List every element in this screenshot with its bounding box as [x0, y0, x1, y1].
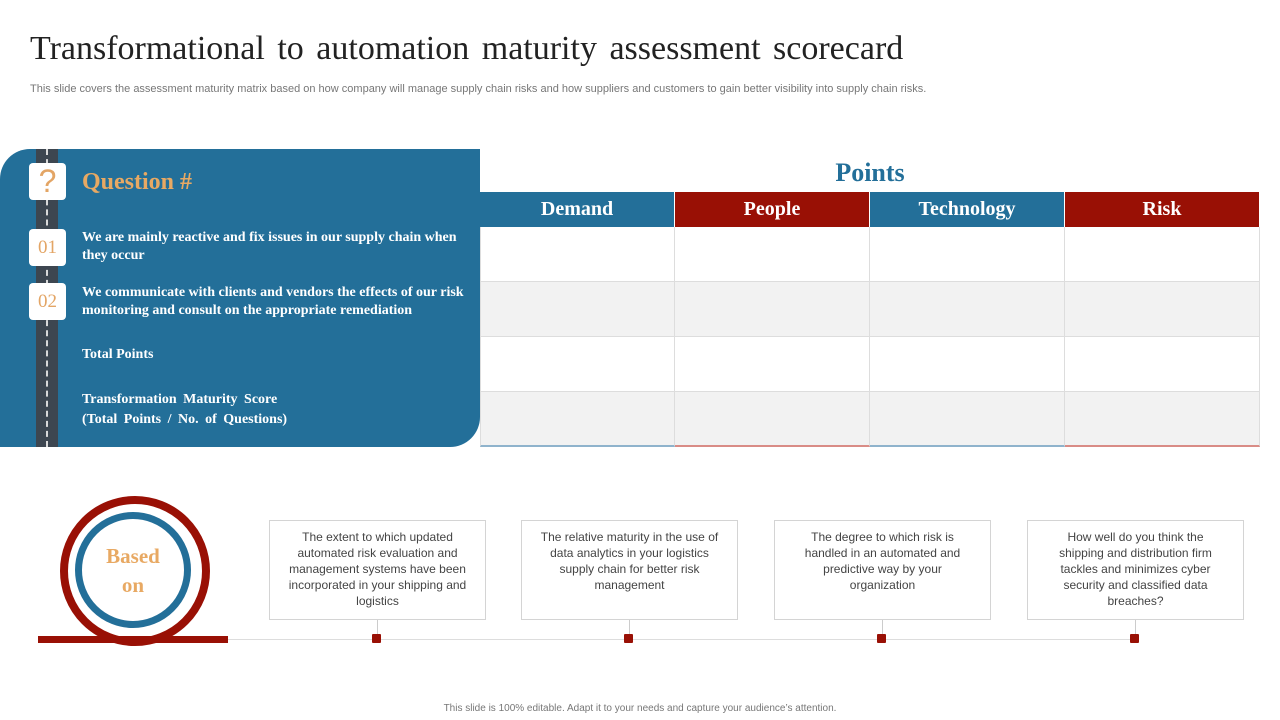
table-cell[interactable] [870, 282, 1065, 337]
based-on-label-line2: on [121, 573, 145, 597]
slide-subtitle: This slide covers the assessment maturit… [30, 83, 927, 95]
table-cell[interactable] [480, 337, 675, 392]
slide-footer: This slide is 100% editable. Adapt it to… [443, 703, 837, 714]
timeline-stem [882, 620, 883, 638]
points-table: Demand People Technology Risk [480, 192, 1260, 447]
table-cell[interactable] [480, 227, 675, 282]
timeline-marker [624, 634, 633, 643]
question-mark-icon: ? [29, 163, 66, 200]
timeline-marker [372, 634, 381, 643]
table-cell[interactable] [1065, 392, 1260, 447]
maturity-score-line1: Transformation Maturity Score [82, 392, 278, 407]
table-cell[interactable] [1065, 282, 1260, 337]
question-heading: Question # [82, 169, 193, 195]
timeline-stem [629, 620, 630, 638]
question-panel: ? 01 02 Question # We are mainly reactiv… [0, 149, 480, 447]
table-cell[interactable] [480, 282, 675, 337]
table-cell[interactable] [1065, 337, 1260, 392]
timeline-marker [1130, 634, 1139, 643]
column-header-technology: Technology [870, 192, 1065, 227]
question-number-02: 02 [29, 283, 66, 320]
criteria-card-risk-handling: The degree to which risk is handled in a… [774, 520, 991, 620]
question-02-text: We communicate with clients and vendors … [82, 285, 464, 318]
maturity-score-label: Transformation Maturity Score (Total Poi… [82, 390, 287, 430]
question-01-text: We are mainly reactive and fix issues in… [82, 230, 457, 263]
column-header-people: People [675, 192, 870, 227]
criteria-card-automated-risk: The extent to which updated automated ri… [269, 520, 486, 620]
table-cell[interactable] [870, 337, 1065, 392]
table-cell[interactable] [870, 392, 1065, 447]
column-header-demand: Demand [480, 192, 675, 227]
timeline-marker [877, 634, 886, 643]
points-title: Points [835, 158, 905, 187]
maturity-score-line2: (Total Points / No. of Questions) [82, 412, 288, 427]
table-cell[interactable] [675, 282, 870, 337]
total-points-label: Total Points [82, 347, 154, 362]
based-on-inner-ring [75, 512, 191, 628]
timeline-stem [377, 620, 378, 638]
criteria-card-cyber-security: How well do you think the shipping and d… [1027, 520, 1244, 620]
based-on-label: Based on [75, 542, 191, 600]
table-cell[interactable] [870, 227, 1065, 282]
slide-title: Transformational to automation maturity … [30, 30, 904, 67]
timeline-line [228, 639, 1138, 640]
timeline-stem [1135, 620, 1136, 638]
column-header-risk: Risk [1065, 192, 1260, 227]
criteria-card-data-analytics: The relative maturity in the use of data… [521, 520, 738, 620]
based-on-label-line1: Based [106, 544, 160, 568]
table-cell[interactable] [675, 227, 870, 282]
table-cell[interactable] [480, 392, 675, 447]
table-cell[interactable] [675, 337, 870, 392]
based-on-base-bar [38, 636, 228, 643]
table-cell[interactable] [675, 392, 870, 447]
table-cell[interactable] [1065, 227, 1260, 282]
question-number-01: 01 [29, 229, 66, 266]
